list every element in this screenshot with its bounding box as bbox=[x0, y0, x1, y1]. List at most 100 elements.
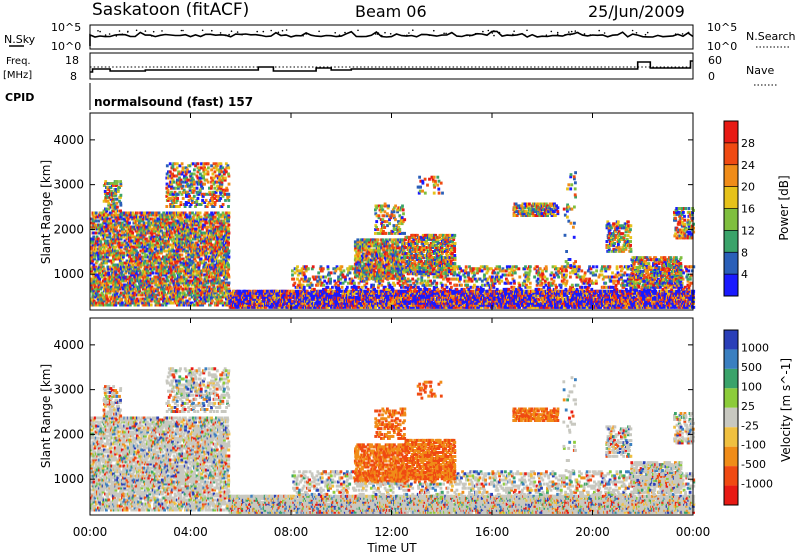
echo-cell bbox=[94, 213, 98, 217]
echo-cell bbox=[129, 231, 132, 235]
echo-cell bbox=[97, 293, 101, 297]
echo-cell bbox=[108, 247, 112, 251]
echo-cell bbox=[95, 215, 99, 219]
echo-cell bbox=[116, 255, 120, 259]
echo-cell bbox=[94, 275, 98, 279]
echo-cell bbox=[105, 217, 108, 221]
echo-cell bbox=[96, 243, 100, 247]
echo-cell bbox=[132, 297, 136, 301]
nsearch-label: N.Search bbox=[746, 30, 796, 43]
echo-cell bbox=[107, 287, 111, 291]
echo-cell bbox=[118, 297, 122, 301]
echo-cell bbox=[99, 253, 103, 257]
echo-cell bbox=[176, 196, 179, 200]
nsearch-dot bbox=[135, 29, 138, 32]
echo-cell bbox=[141, 283, 145, 287]
echo-cell bbox=[131, 301, 135, 305]
echo-cell bbox=[168, 162, 172, 166]
echo-cell bbox=[123, 285, 126, 289]
echo-cell bbox=[91, 225, 95, 229]
nsearch-dot bbox=[498, 31, 501, 34]
echo-cell bbox=[106, 303, 110, 307]
echo-cell bbox=[118, 251, 122, 255]
nsearch-dot bbox=[564, 33, 566, 36]
echo-cell bbox=[138, 273, 142, 277]
nsearch-dot bbox=[305, 33, 308, 35]
echo-cell bbox=[105, 301, 109, 305]
echo-cell bbox=[114, 279, 118, 283]
echo-cell bbox=[122, 291, 126, 295]
echo-cell bbox=[124, 287, 128, 291]
echo-cell bbox=[188, 211, 192, 215]
echo-cell bbox=[134, 227, 138, 231]
echo-cell bbox=[126, 227, 130, 231]
echo-cell bbox=[201, 186, 204, 190]
echo-cell bbox=[127, 269, 130, 273]
echo-cell bbox=[112, 295, 115, 299]
echo-cell bbox=[133, 221, 137, 225]
echo-cell bbox=[117, 277, 121, 281]
echo-cell bbox=[116, 231, 120, 235]
echo-cell bbox=[126, 301, 130, 305]
echo-cell bbox=[206, 225, 210, 229]
echo-cell bbox=[106, 269, 110, 273]
echo-cell bbox=[128, 221, 131, 225]
echo-cell bbox=[135, 245, 139, 249]
echo-cell bbox=[196, 196, 200, 200]
echo-cell bbox=[98, 281, 101, 285]
echo-cell bbox=[140, 217, 144, 221]
echo-cell bbox=[109, 237, 113, 241]
echo-cell bbox=[114, 211, 117, 215]
echo-cell bbox=[134, 243, 138, 247]
echo-cell bbox=[121, 269, 124, 273]
echo-cell bbox=[105, 261, 108, 265]
echo-cell bbox=[181, 166, 185, 170]
echo-cell bbox=[122, 253, 126, 257]
echo-cell bbox=[181, 196, 185, 200]
echo-cell bbox=[108, 303, 112, 307]
echo-cell bbox=[113, 233, 117, 237]
echo-cell bbox=[140, 291, 144, 295]
echo-cell bbox=[129, 235, 133, 239]
echo-cell bbox=[118, 241, 121, 245]
echo-cell bbox=[109, 251, 113, 255]
echo-cell bbox=[139, 235, 142, 239]
echo-cell bbox=[131, 227, 135, 231]
echo-cell bbox=[101, 295, 105, 299]
echo-cell bbox=[140, 231, 144, 235]
echo-cell bbox=[92, 219, 96, 223]
nsearch-dot bbox=[108, 33, 111, 35]
echo-cell bbox=[122, 255, 125, 259]
echo-cell bbox=[115, 233, 119, 237]
echo-cell bbox=[106, 257, 110, 261]
echo-cell bbox=[122, 295, 126, 299]
echo-cell bbox=[91, 241, 95, 245]
echo-cell bbox=[102, 233, 105, 237]
echo-cell bbox=[196, 162, 200, 166]
nsearch-dot bbox=[357, 29, 359, 32]
echo-cell bbox=[125, 259, 129, 263]
echo-cell bbox=[136, 289, 140, 293]
echo-cell bbox=[121, 301, 124, 305]
echo-cell bbox=[131, 225, 135, 229]
echo-cell bbox=[227, 273, 230, 277]
echo-cell bbox=[138, 225, 142, 229]
echo-cell bbox=[111, 267, 114, 271]
echo-cell bbox=[130, 293, 133, 297]
echo-cell bbox=[133, 275, 137, 279]
echo-cell bbox=[127, 291, 131, 295]
echo-cell bbox=[132, 273, 136, 277]
echo-cell bbox=[99, 269, 103, 273]
echo-cell bbox=[99, 287, 103, 291]
echo-cell bbox=[102, 255, 106, 259]
echo-cell bbox=[125, 241, 129, 245]
echo-cell bbox=[131, 283, 134, 287]
echo-cell bbox=[105, 241, 108, 245]
echo-cell bbox=[117, 273, 121, 277]
echo-cell bbox=[123, 211, 127, 215]
echo-cell bbox=[90, 269, 94, 273]
echo-cell bbox=[97, 287, 100, 291]
echo-cell bbox=[112, 235, 115, 239]
echo-cell bbox=[98, 279, 102, 283]
echo-cell bbox=[90, 283, 94, 287]
